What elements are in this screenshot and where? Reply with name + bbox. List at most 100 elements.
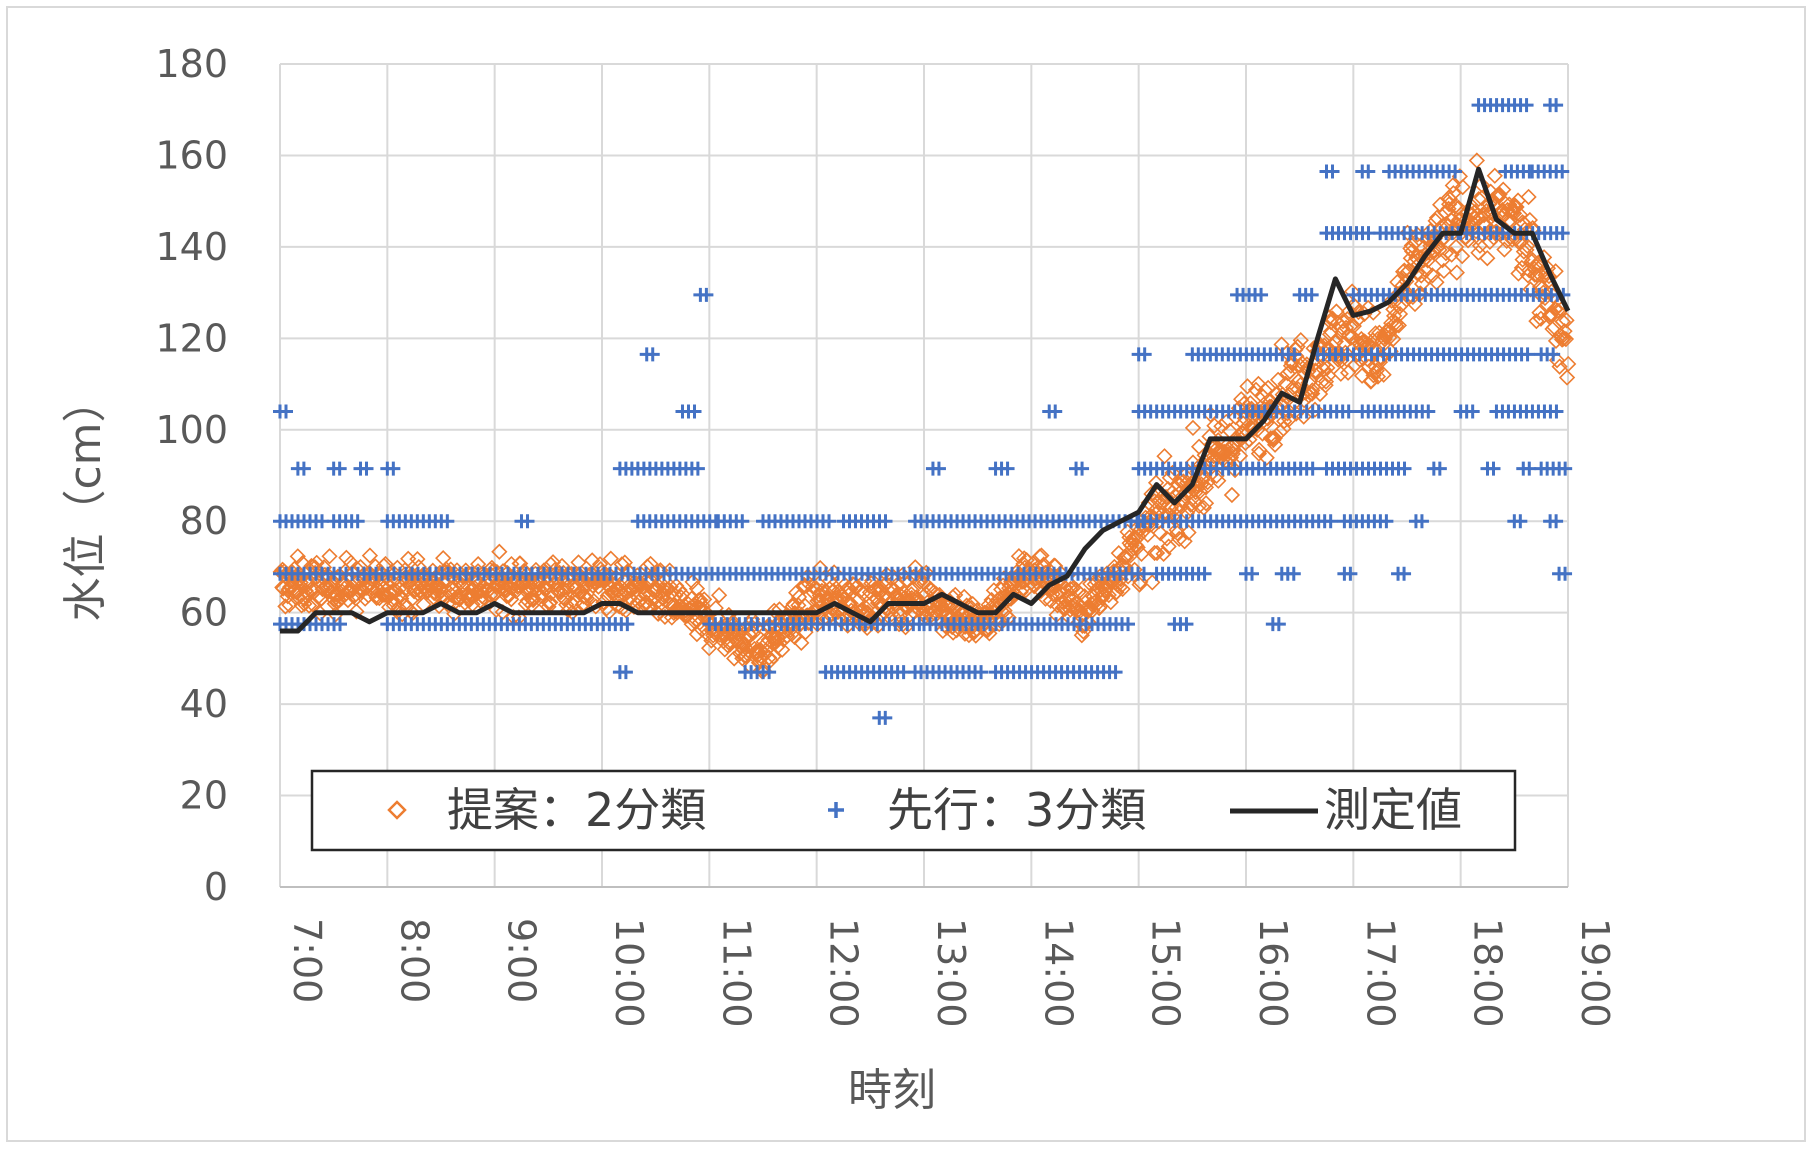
x-tick-label: 19:00	[1573, 918, 1617, 1028]
x-tick-label: 13:00	[929, 918, 973, 1028]
proposed-point	[1199, 459, 1216, 476]
prior-point	[690, 461, 705, 476]
x-tick-labels: 7:00 8:00 9:00 10:00 11:00 12:00 13:00 14:00 15:…	[285, 918, 1617, 1028]
proposed-point	[898, 571, 916, 588]
legend: 提案：2分類 先行：3分類 測定値	[310, 769, 1517, 852]
prior-point	[1343, 566, 1358, 581]
y-tick-label: 20	[180, 774, 228, 818]
proposed-point	[821, 580, 838, 597]
proposed-point	[1210, 472, 1227, 489]
prior-point	[1558, 566, 1573, 581]
x-tick-label: 14:00	[1036, 918, 1080, 1028]
prior-point	[699, 287, 714, 302]
prior-point	[1558, 461, 1573, 476]
prior-point	[1519, 98, 1534, 113]
prior-point	[333, 617, 347, 632]
proposed-point	[1491, 186, 1508, 203]
proposed-point	[1158, 530, 1176, 547]
proposed-point	[1388, 317, 1405, 335]
proposed-point	[591, 556, 609, 573]
x-tick-label: 11:00	[714, 918, 758, 1028]
proposed-point	[1560, 355, 1577, 373]
proposed-point	[1148, 544, 1166, 562]
proposed-point	[1396, 262, 1413, 279]
proposed-point	[1251, 441, 1268, 458]
proposed-point	[1375, 366, 1392, 383]
prior-point	[735, 514, 750, 529]
proposed-point	[1558, 312, 1575, 329]
prior-point	[296, 461, 311, 476]
prior-point	[1397, 461, 1412, 476]
proposed-point	[761, 649, 778, 666]
proposed-point	[1169, 525, 1186, 542]
prior-point	[878, 710, 893, 725]
prior-point	[1000, 461, 1015, 476]
proposed-point	[1531, 304, 1548, 321]
x-tick-label: 16:00	[1251, 918, 1295, 1028]
proposed-point	[1274, 386, 1291, 403]
proposed-point	[1155, 545, 1172, 562]
proposed-point	[1454, 247, 1471, 265]
series-measured	[280, 166, 1571, 634]
proposed-point	[1259, 410, 1276, 427]
proposed-point	[602, 550, 619, 567]
proposed-point	[1547, 263, 1564, 280]
prior-point	[931, 461, 946, 476]
proposed-point	[889, 591, 907, 608]
proposed-point	[749, 647, 767, 664]
proposed-point	[1320, 367, 1337, 384]
prior-point	[1361, 164, 1376, 179]
prior-point	[279, 404, 293, 419]
proposed-point	[378, 576, 396, 593]
prior-point	[1522, 461, 1537, 476]
prior-point	[1546, 347, 1561, 362]
prior-point	[1325, 164, 1340, 179]
prior-point	[1341, 404, 1356, 419]
proposed-point	[1339, 364, 1357, 381]
proposed-point	[1413, 275, 1431, 293]
proposed-point	[765, 648, 782, 665]
proposed-point	[1546, 300, 1564, 318]
y-tick-label: 0	[204, 865, 228, 909]
proposed-point	[892, 601, 909, 618]
proposed-point	[1114, 580, 1131, 598]
legend-marker-prior	[828, 802, 844, 818]
proposed-point	[956, 625, 974, 642]
y-tick-label: 80	[180, 499, 228, 543]
x-tick-label: 18:00	[1466, 918, 1510, 1028]
prior-point	[1305, 461, 1320, 476]
proposed-point	[1180, 524, 1197, 541]
y-tick-labels: 0 20 40 60 80 100 120 140 160 180	[155, 42, 228, 909]
proposed-point	[1330, 345, 1347, 363]
proposed-point	[793, 634, 810, 651]
proposed-point	[1266, 430, 1283, 447]
proposed-point	[1496, 241, 1513, 258]
proposed-point	[542, 594, 559, 611]
prior-point	[1137, 347, 1152, 362]
prior-point	[1287, 347, 1302, 362]
y-tick-label: 180	[155, 42, 228, 86]
prior-point	[1465, 404, 1480, 419]
proposed-point	[782, 621, 799, 639]
prior-point	[762, 665, 777, 680]
proposed-point	[644, 581, 661, 599]
proposed-point	[762, 652, 779, 669]
proposed-point	[552, 584, 569, 601]
proposed-point	[1171, 530, 1188, 548]
x-tick-label: 7:00	[285, 918, 329, 1003]
proposed-point	[1437, 245, 1455, 262]
proposed-point	[1540, 268, 1558, 285]
proposed-point	[1100, 586, 1117, 604]
prior-point	[1379, 514, 1394, 529]
proposed-point	[400, 550, 417, 567]
proposed-point	[804, 578, 821, 595]
proposed-point	[1470, 190, 1487, 208]
prior-point	[520, 514, 535, 529]
proposed-point	[472, 592, 489, 609]
prior-point	[1513, 514, 1528, 529]
proposed-point	[1448, 264, 1465, 281]
prior-point	[1486, 461, 1501, 476]
proposed-point	[1495, 181, 1512, 198]
proposed-point	[1347, 356, 1364, 373]
